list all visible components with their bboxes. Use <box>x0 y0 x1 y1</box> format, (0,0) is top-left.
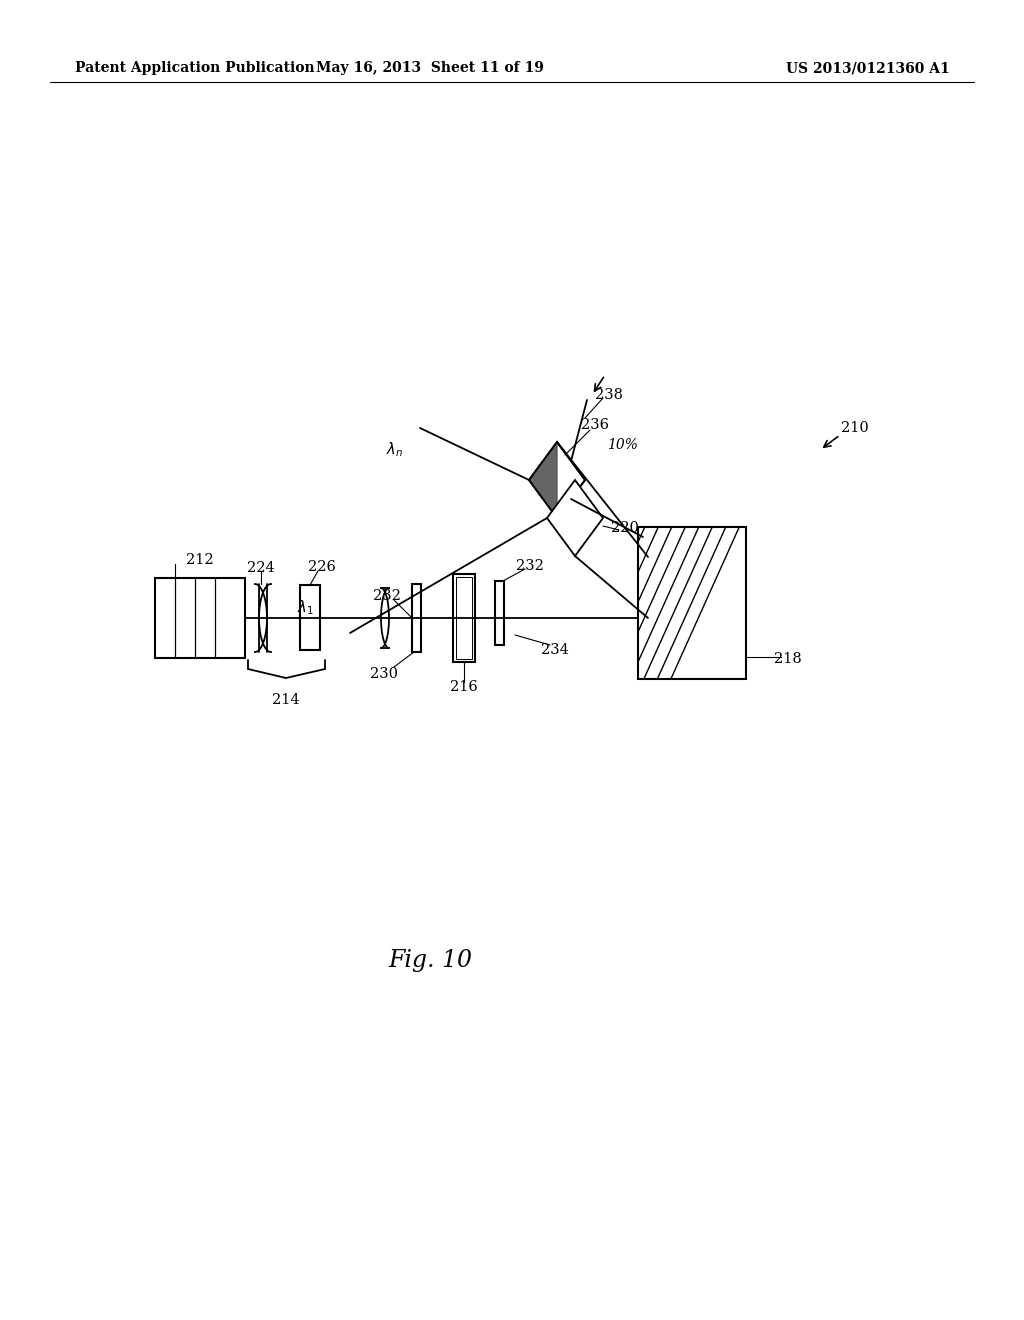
Text: 234: 234 <box>541 643 569 657</box>
Text: 218: 218 <box>774 652 802 667</box>
Text: 210: 210 <box>841 421 869 436</box>
Bar <box>155 578 245 657</box>
Text: 220: 220 <box>611 521 639 535</box>
Bar <box>638 527 746 678</box>
Text: 214: 214 <box>272 693 300 708</box>
Text: Fig. 10: Fig. 10 <box>388 949 472 972</box>
Text: $\lambda_1$: $\lambda_1$ <box>297 599 313 618</box>
Text: 224: 224 <box>247 561 274 576</box>
Text: 238: 238 <box>595 388 623 403</box>
Bar <box>453 574 475 663</box>
Text: 216: 216 <box>451 680 478 694</box>
Text: 10%: 10% <box>606 438 637 451</box>
Text: 230: 230 <box>370 667 398 681</box>
Bar <box>456 577 472 659</box>
Polygon shape <box>529 442 557 517</box>
Bar <box>495 581 504 645</box>
Text: $\lambda_n$: $\lambda_n$ <box>386 441 403 459</box>
Text: 226: 226 <box>308 560 336 574</box>
Polygon shape <box>547 480 603 556</box>
Text: 236: 236 <box>581 418 609 432</box>
Text: Patent Application Publication: Patent Application Publication <box>75 61 314 75</box>
Polygon shape <box>529 442 585 517</box>
Text: 212: 212 <box>186 553 214 568</box>
Text: 232: 232 <box>516 558 544 573</box>
Bar <box>300 585 319 649</box>
Text: 232: 232 <box>373 589 401 603</box>
Text: US 2013/0121360 A1: US 2013/0121360 A1 <box>786 61 950 75</box>
Text: May 16, 2013  Sheet 11 of 19: May 16, 2013 Sheet 11 of 19 <box>316 61 544 75</box>
Bar <box>412 583 421 652</box>
